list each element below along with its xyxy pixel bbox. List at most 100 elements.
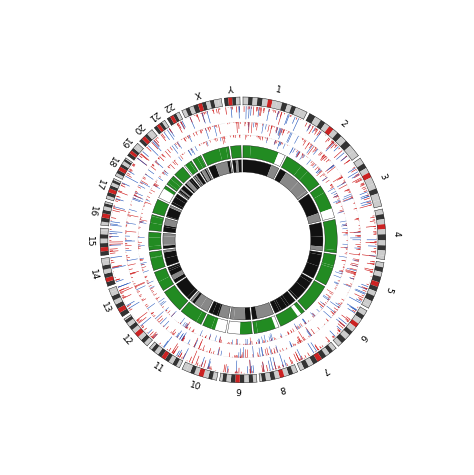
Polygon shape — [328, 138, 330, 142]
Polygon shape — [224, 98, 229, 106]
Polygon shape — [209, 334, 211, 339]
Polygon shape — [214, 125, 217, 136]
Polygon shape — [314, 132, 321, 142]
Polygon shape — [284, 113, 285, 114]
Polygon shape — [154, 184, 157, 187]
Polygon shape — [362, 187, 365, 189]
Polygon shape — [194, 115, 195, 116]
Polygon shape — [164, 186, 176, 195]
Polygon shape — [149, 192, 152, 194]
Polygon shape — [100, 251, 109, 256]
Polygon shape — [206, 141, 207, 142]
Polygon shape — [125, 316, 133, 323]
Polygon shape — [299, 194, 319, 217]
Polygon shape — [305, 339, 306, 340]
Polygon shape — [100, 247, 109, 251]
Polygon shape — [326, 159, 329, 162]
Polygon shape — [255, 338, 288, 357]
Polygon shape — [325, 156, 327, 158]
Polygon shape — [173, 349, 176, 354]
Polygon shape — [278, 369, 284, 378]
Polygon shape — [307, 253, 321, 266]
Polygon shape — [219, 147, 228, 161]
Polygon shape — [307, 157, 308, 158]
Polygon shape — [343, 181, 346, 183]
Polygon shape — [362, 172, 371, 180]
Polygon shape — [187, 327, 188, 329]
Polygon shape — [111, 260, 113, 261]
Polygon shape — [375, 209, 383, 215]
Polygon shape — [225, 107, 227, 114]
Polygon shape — [151, 188, 152, 189]
Polygon shape — [278, 142, 280, 146]
Polygon shape — [232, 160, 237, 172]
Text: 18: 18 — [104, 154, 118, 169]
Polygon shape — [178, 322, 179, 323]
Polygon shape — [208, 127, 209, 130]
Polygon shape — [176, 277, 196, 297]
Polygon shape — [279, 142, 281, 146]
Polygon shape — [338, 184, 347, 190]
Polygon shape — [201, 171, 208, 182]
Polygon shape — [176, 351, 180, 356]
Polygon shape — [168, 265, 181, 271]
Polygon shape — [167, 183, 178, 191]
Polygon shape — [346, 269, 356, 273]
Polygon shape — [346, 249, 347, 250]
Polygon shape — [297, 191, 308, 200]
Polygon shape — [176, 332, 180, 337]
Polygon shape — [366, 195, 369, 196]
Polygon shape — [281, 142, 282, 145]
Polygon shape — [137, 319, 140, 321]
Polygon shape — [170, 206, 182, 212]
Polygon shape — [157, 315, 163, 321]
Polygon shape — [253, 123, 254, 127]
Polygon shape — [147, 303, 155, 309]
Polygon shape — [355, 289, 365, 294]
Polygon shape — [194, 343, 196, 347]
Polygon shape — [205, 336, 206, 338]
Polygon shape — [301, 154, 304, 158]
Polygon shape — [307, 160, 311, 165]
Polygon shape — [155, 162, 159, 165]
Polygon shape — [361, 200, 371, 204]
Polygon shape — [310, 246, 323, 251]
Polygon shape — [209, 335, 211, 340]
Polygon shape — [142, 209, 143, 210]
Polygon shape — [261, 373, 266, 381]
Polygon shape — [262, 137, 263, 141]
Polygon shape — [376, 214, 384, 220]
Polygon shape — [308, 321, 309, 322]
Polygon shape — [180, 333, 184, 340]
Polygon shape — [146, 147, 151, 152]
Polygon shape — [332, 315, 333, 316]
Polygon shape — [140, 154, 142, 155]
Polygon shape — [275, 338, 276, 340]
Polygon shape — [312, 316, 314, 318]
Polygon shape — [344, 145, 355, 155]
Polygon shape — [182, 362, 189, 371]
Polygon shape — [132, 164, 134, 166]
Polygon shape — [138, 228, 139, 229]
Polygon shape — [252, 346, 254, 357]
Polygon shape — [365, 269, 373, 272]
Polygon shape — [349, 319, 350, 320]
Polygon shape — [360, 247, 361, 248]
Polygon shape — [248, 122, 249, 127]
Polygon shape — [128, 212, 130, 213]
Polygon shape — [217, 138, 218, 141]
Polygon shape — [153, 164, 154, 165]
Polygon shape — [110, 204, 128, 228]
Polygon shape — [175, 194, 187, 203]
Polygon shape — [338, 323, 343, 328]
Polygon shape — [102, 260, 110, 266]
Polygon shape — [139, 223, 140, 224]
Polygon shape — [124, 315, 131, 320]
Polygon shape — [235, 135, 236, 138]
Polygon shape — [150, 216, 164, 225]
Polygon shape — [363, 188, 366, 190]
Polygon shape — [127, 304, 131, 307]
Polygon shape — [296, 150, 298, 152]
Polygon shape — [143, 178, 146, 180]
Polygon shape — [106, 196, 115, 201]
